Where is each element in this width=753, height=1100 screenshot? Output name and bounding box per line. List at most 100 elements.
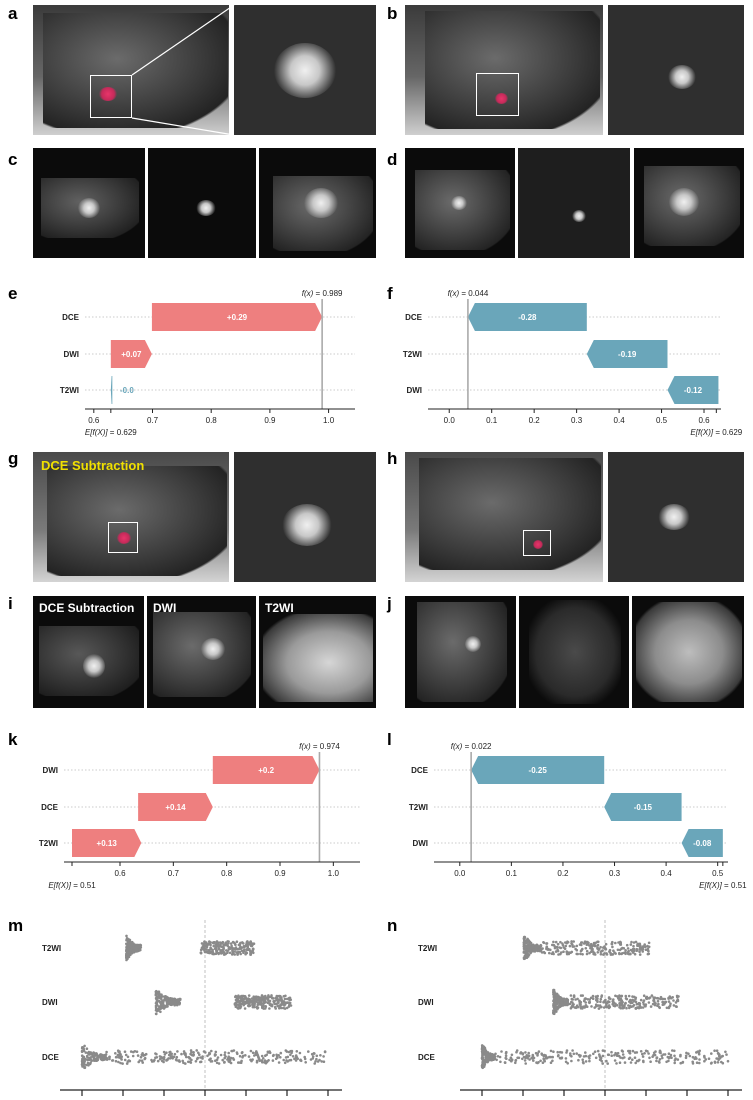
- contribution-bar-dce: [467, 303, 587, 331]
- swarm-point: [276, 1004, 280, 1008]
- swarm-point: [638, 947, 642, 951]
- swarm-point: [565, 1049, 569, 1052]
- swarm-point: [260, 996, 264, 1000]
- swarm-point: [642, 1060, 645, 1064]
- swarm-point: [645, 995, 649, 999]
- swarm-point: [535, 1061, 538, 1064]
- swarm-point: [127, 942, 131, 945]
- swarm-point: [560, 1002, 564, 1005]
- swarm-point: [615, 1062, 618, 1065]
- swarm-point: [203, 940, 206, 943]
- swarm-point: [588, 944, 591, 947]
- swarm-point: [543, 1059, 546, 1063]
- swarm-point: [551, 1055, 554, 1059]
- panel-label-n: n: [387, 916, 398, 935]
- swarm-point: [239, 999, 242, 1003]
- x-tick-label: 0.0: [444, 416, 456, 425]
- swarm-point: [673, 1049, 676, 1053]
- swarm-point: [658, 1058, 662, 1061]
- feature-label-dwi: DWI: [63, 350, 79, 359]
- swarm-point: [676, 995, 679, 999]
- swarm-point: [624, 951, 627, 954]
- swarm-point: [624, 994, 628, 998]
- swarm-point: [715, 1057, 718, 1060]
- swarm-dwi: [154, 989, 293, 1016]
- swarm-point: [578, 999, 581, 1003]
- swarm-point: [558, 1003, 561, 1007]
- swarm-point: [572, 995, 576, 998]
- swarm-point: [250, 1000, 254, 1003]
- swarm-point: [127, 950, 131, 954]
- swarm-point: [671, 1049, 674, 1052]
- swarm-point: [214, 1059, 217, 1062]
- swarm-point: [584, 1054, 588, 1058]
- swarm-point: [85, 1063, 88, 1067]
- panel-label-e: e: [8, 284, 18, 303]
- swarm-point: [537, 1061, 540, 1064]
- swarm-point: [234, 994, 238, 998]
- swarm-point: [163, 1005, 167, 1009]
- swarm-point: [672, 1004, 676, 1007]
- swarm-point: [129, 943, 133, 946]
- swarm-point: [295, 1056, 298, 1060]
- swarm-point: [604, 1005, 608, 1008]
- feature-label-dce: DCE: [411, 766, 429, 775]
- x-tick-label: 1.0: [323, 416, 335, 425]
- swarm-point: [613, 1059, 617, 1062]
- roi-box: [523, 530, 551, 556]
- swarm-point: [249, 953, 252, 956]
- swarm-point: [218, 941, 222, 944]
- swarm-point: [647, 1052, 650, 1055]
- swarm-point: [84, 1057, 87, 1061]
- swarm-point: [251, 947, 255, 951]
- swarm-point: [155, 993, 158, 997]
- swarm-point: [648, 1056, 651, 1060]
- feature-label-dce: DCE: [62, 313, 80, 322]
- swarm-point: [289, 1053, 292, 1057]
- swarm-point: [80, 1050, 84, 1054]
- swarm-point: [654, 1050, 657, 1053]
- swarm-point: [527, 1054, 530, 1058]
- x-tick-label: 0.0: [454, 869, 466, 878]
- swarm-point: [621, 1006, 625, 1010]
- swarm-point: [229, 942, 233, 945]
- panel-label-a: a: [8, 4, 18, 23]
- swarm-point: [256, 1006, 260, 1009]
- swarm-point: [246, 945, 249, 949]
- swarm-point: [499, 1060, 502, 1064]
- swarm-point: [691, 1055, 695, 1059]
- swarm-point: [243, 1007, 247, 1010]
- swarm-point: [165, 1051, 168, 1054]
- swarm-point: [576, 997, 579, 1001]
- swarm-point: [135, 948, 139, 952]
- swarm-point: [83, 1066, 87, 1070]
- swarm-point: [283, 1003, 287, 1006]
- swarm-point: [604, 942, 608, 946]
- swarm-point: [140, 1059, 144, 1062]
- swarm-point: [594, 1003, 598, 1006]
- swarm-point: [85, 1047, 89, 1050]
- swarm-point: [530, 1056, 534, 1060]
- swarm-point: [226, 1058, 229, 1061]
- swarm-point: [625, 1006, 628, 1010]
- swarm-point: [552, 993, 555, 996]
- fx-annotation: f(x) = 0.044: [448, 289, 489, 298]
- swarm-point: [175, 1055, 179, 1059]
- swarm-point: [581, 953, 584, 956]
- swarm-point: [294, 1054, 298, 1057]
- swarm-point: [247, 1001, 251, 1005]
- swarm-point: [81, 1054, 84, 1058]
- swarm-point: [202, 1050, 206, 1053]
- swarm-point: [566, 941, 570, 944]
- swarm-point: [128, 938, 131, 942]
- swarm-point: [240, 949, 244, 953]
- swarm-point: [684, 1056, 688, 1060]
- swarm-point: [168, 1000, 172, 1004]
- swarm-point: [608, 948, 612, 952]
- swarm-point: [642, 1003, 646, 1006]
- feature-label-dce: DCE: [41, 803, 59, 812]
- swarm-point: [593, 1050, 597, 1053]
- swarm-point: [123, 1058, 127, 1062]
- swarm-point: [674, 1005, 678, 1008]
- x-tick-label: 0.1: [486, 416, 498, 425]
